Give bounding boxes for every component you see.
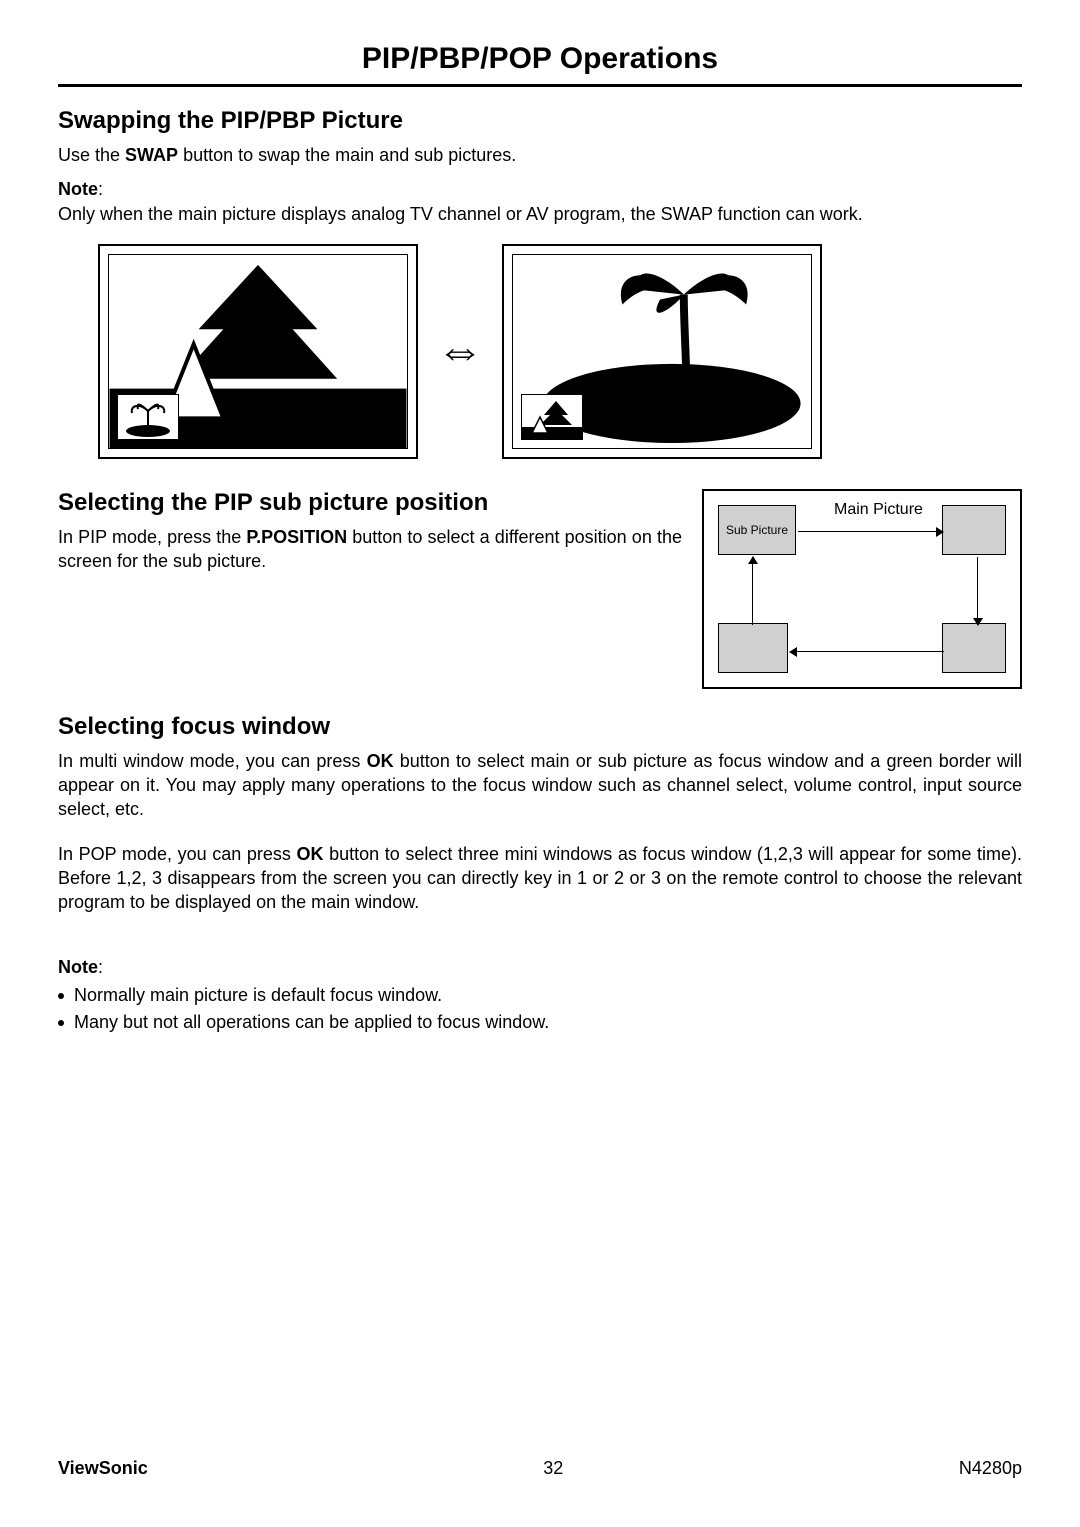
- text: button to swap the main and sub pictures…: [178, 145, 516, 165]
- arrow-up-icon: [752, 557, 753, 625]
- swap-right-pip: [521, 394, 583, 440]
- note-label: Note: [58, 957, 98, 977]
- swap-heading: Swapping the PIP/PBP Picture: [58, 107, 1022, 135]
- text: In multi window mode, you can press: [58, 751, 367, 771]
- footer-model: N4280p: [959, 1458, 1022, 1479]
- footer-brand: ViewSonic: [58, 1458, 148, 1479]
- swap-right-inner: [512, 254, 812, 449]
- focus-p2: In POP mode, you can press OK button to …: [58, 842, 1022, 915]
- arrow-left-icon: [790, 651, 944, 652]
- swap-diagram: ⇔: [98, 244, 1022, 459]
- text: In POP mode, you can press: [58, 844, 296, 864]
- swap-left-frame: [98, 244, 418, 459]
- arrow-right-icon: [798, 531, 943, 532]
- focus-bullets: Normally main picture is default focus w…: [58, 985, 1022, 1033]
- swap-arrow-icon: ⇔: [436, 327, 484, 375]
- page-title: PIP/PBP/POP Operations: [58, 42, 1022, 87]
- note-label: Note: [58, 179, 98, 199]
- tree-mini-icon: [522, 395, 582, 439]
- pip-position-section: Selecting the PIP sub picture position I…: [58, 489, 1022, 689]
- pip-position-diagram: Main Picture Sub Picture: [702, 489, 1022, 689]
- pip-position-text: Selecting the PIP sub picture position I…: [58, 489, 682, 574]
- swap-note: Note:: [58, 177, 1022, 201]
- main-picture-label: Main Picture: [834, 501, 923, 519]
- bullet-item: Many but not all operations can be appli…: [58, 1012, 1022, 1033]
- pip-position-body: In PIP mode, press the P.POSITION button…: [58, 525, 682, 574]
- swap-body: Use the SWAP button to swap the main and…: [58, 143, 1022, 167]
- sub-picture-label: Sub Picture: [726, 523, 788, 537]
- arrow-down-icon: [977, 557, 978, 625]
- swap-left-inner: [108, 254, 408, 449]
- pposition-button-name: P.POSITION: [246, 527, 347, 547]
- palm-mini-icon: [118, 395, 178, 439]
- focus-note: Note:: [58, 955, 1022, 979]
- swap-left-pip: [117, 394, 179, 440]
- bullet-item: Normally main picture is default focus w…: [58, 985, 1022, 1006]
- ok-button-name-2: OK: [296, 844, 323, 864]
- swap-right-frame: [502, 244, 822, 459]
- swap-note-body: Only when the main picture displays anal…: [58, 202, 1022, 226]
- focus-p1: In multi window mode, you can press OK b…: [58, 749, 1022, 822]
- footer-page-number: 32: [543, 1458, 563, 1479]
- colon: :: [98, 957, 103, 977]
- sub-picture-box-br: [942, 623, 1006, 673]
- swap-button-name: SWAP: [125, 145, 178, 165]
- focus-heading: Selecting focus window: [58, 713, 1022, 741]
- sub-picture-box-bl: [718, 623, 788, 673]
- text: In PIP mode, press the: [58, 527, 246, 547]
- sub-picture-box-tr: [942, 505, 1006, 555]
- colon: :: [98, 179, 103, 199]
- page-footer: ViewSonic 32 N4280p: [58, 1458, 1022, 1479]
- sub-picture-box-tl: Sub Picture: [718, 505, 796, 555]
- text: Use the: [58, 145, 125, 165]
- ok-button-name: OK: [367, 751, 394, 771]
- pip-position-heading: Selecting the PIP sub picture position: [58, 489, 682, 517]
